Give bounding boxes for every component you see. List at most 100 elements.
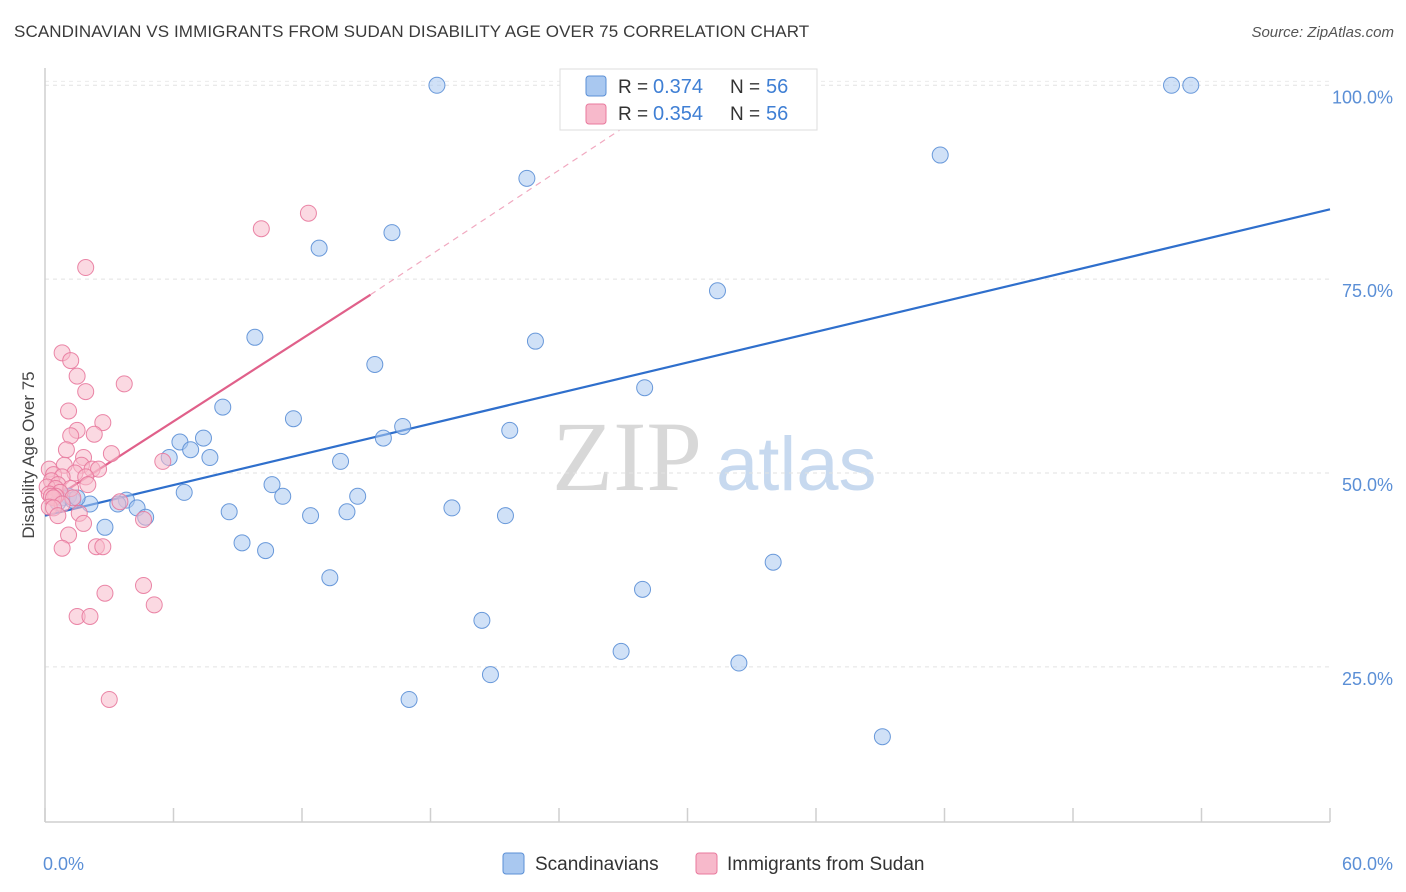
point-sudan [299, 204, 317, 222]
point-scandinavian [612, 642, 630, 660]
legend: Scandinavians Immigrants from Sudan [502, 852, 924, 875]
stats-swatch-pink [585, 103, 607, 125]
point-sudan [75, 514, 93, 532]
point-sudan [81, 607, 99, 625]
point-scandinavian [496, 507, 514, 525]
stats-swatch-blue [585, 75, 607, 97]
point-scandinavian [708, 282, 726, 300]
point-sudan [145, 596, 163, 614]
point-scandinavian [473, 611, 491, 629]
point-scandinavian [730, 654, 748, 672]
point-sudan [115, 375, 133, 393]
point-scandinavian [332, 452, 350, 470]
point-scandinavian [284, 410, 302, 428]
point-scandinavian [257, 542, 275, 560]
legend-swatch-sudan [695, 852, 718, 875]
stats-n-value-2: 56 [766, 103, 788, 125]
stats-n-value-1: 56 [766, 76, 788, 98]
point-sudan [79, 476, 97, 494]
point-scandinavian [175, 483, 193, 501]
point-scandinavian [338, 503, 356, 521]
point-scandinavian [374, 429, 392, 447]
point-sudan [154, 452, 172, 470]
y-tick-label: 50.0% [1342, 475, 1393, 495]
point-sudan [90, 460, 108, 478]
point-sudan [111, 493, 129, 511]
x-tick-label: 60.0% [1342, 854, 1393, 874]
stats-n-label-1: N = [730, 77, 760, 98]
point-sudan [60, 402, 78, 420]
point-scandinavian [274, 487, 292, 505]
gridlines [45, 80, 1330, 668]
stats-box: R = 0.374 N = 56 R = 0.354 N = 56 [559, 68, 818, 131]
point-sudan [53, 539, 71, 557]
point-sudan [77, 259, 95, 277]
stats-n-label-2: N = [730, 104, 760, 125]
point-scandinavian [383, 224, 401, 242]
trendline-sudan-extension [370, 84, 688, 296]
legend-label-sudan: Immigrants from Sudan [727, 854, 924, 875]
trendline-scandinavians [44, 208, 1331, 517]
point-sudan [135, 576, 153, 594]
point-scandinavian [233, 534, 251, 552]
point-scandinavian [310, 239, 328, 257]
point-scandinavian [182, 441, 200, 459]
point-scandinavian [634, 580, 652, 598]
point-sudan [102, 445, 120, 463]
point-scandinavian [220, 503, 238, 521]
point-scandinavian [400, 690, 418, 708]
point-scandinavian [873, 728, 891, 746]
point-sudan [49, 507, 67, 525]
point-scandinavian [518, 169, 536, 187]
point-sudan [57, 441, 75, 459]
point-scandinavian [194, 429, 212, 447]
point-scandinavian [321, 569, 339, 587]
point-scandinavian [931, 146, 949, 164]
point-scandinavian [443, 499, 461, 517]
axis-ticks: 25.0% 50.0% 75.0% 100.0% 0.0% 60.0% [43, 87, 1393, 874]
chart-title: SCANDINAVIAN VS IMMIGRANTS FROM SUDAN DI… [14, 22, 810, 41]
point-scandinavian [302, 507, 320, 525]
point-scandinavian [764, 553, 782, 571]
point-sudan [100, 690, 118, 708]
y-axis-label: Disability Age Over 75 [19, 371, 38, 538]
point-scandinavian [96, 518, 114, 536]
chart-source: Source: ZipAtlas.com [1251, 24, 1394, 41]
y-tick-label: 25.0% [1342, 669, 1393, 689]
point-scandinavian [501, 421, 519, 439]
stats-r-label-2: R = [618, 104, 648, 125]
y-tick-label: 75.0% [1342, 281, 1393, 301]
stats-r-value-2: 0.354 [653, 103, 703, 125]
axes [44, 68, 1331, 823]
point-sudan [94, 538, 112, 556]
stats-r-label-1: R = [618, 77, 648, 98]
point-scandinavian [428, 76, 446, 94]
point-scandinavian [1182, 76, 1200, 94]
stats-r-value-1: 0.374 [653, 76, 703, 98]
point-scandinavian [263, 476, 281, 494]
legend-label-scandinavians: Scandinavians [535, 854, 659, 875]
point-sudan [77, 383, 95, 401]
data-points [38, 76, 1200, 746]
point-scandinavian [214, 398, 232, 416]
point-scandinavian [201, 449, 219, 467]
point-sudan [68, 367, 86, 385]
point-scandinavian [526, 332, 544, 350]
point-sudan [85, 425, 103, 443]
x-tick-label: 0.0% [43, 854, 84, 874]
legend-swatch-scandinavians [502, 852, 525, 875]
point-sudan [62, 352, 80, 370]
point-sudan [252, 220, 270, 238]
point-sudan [96, 584, 114, 602]
point-scandinavian [1163, 76, 1181, 94]
point-scandinavian [246, 328, 264, 346]
point-sudan [135, 511, 153, 529]
point-sudan [94, 414, 112, 432]
point-scandinavian [481, 666, 499, 684]
point-scandinavian [636, 379, 654, 397]
point-scandinavian [366, 355, 384, 373]
watermark-zip: ZIP [552, 401, 702, 512]
watermark-atlas: atlas [716, 422, 877, 507]
point-scandinavian [349, 487, 367, 505]
